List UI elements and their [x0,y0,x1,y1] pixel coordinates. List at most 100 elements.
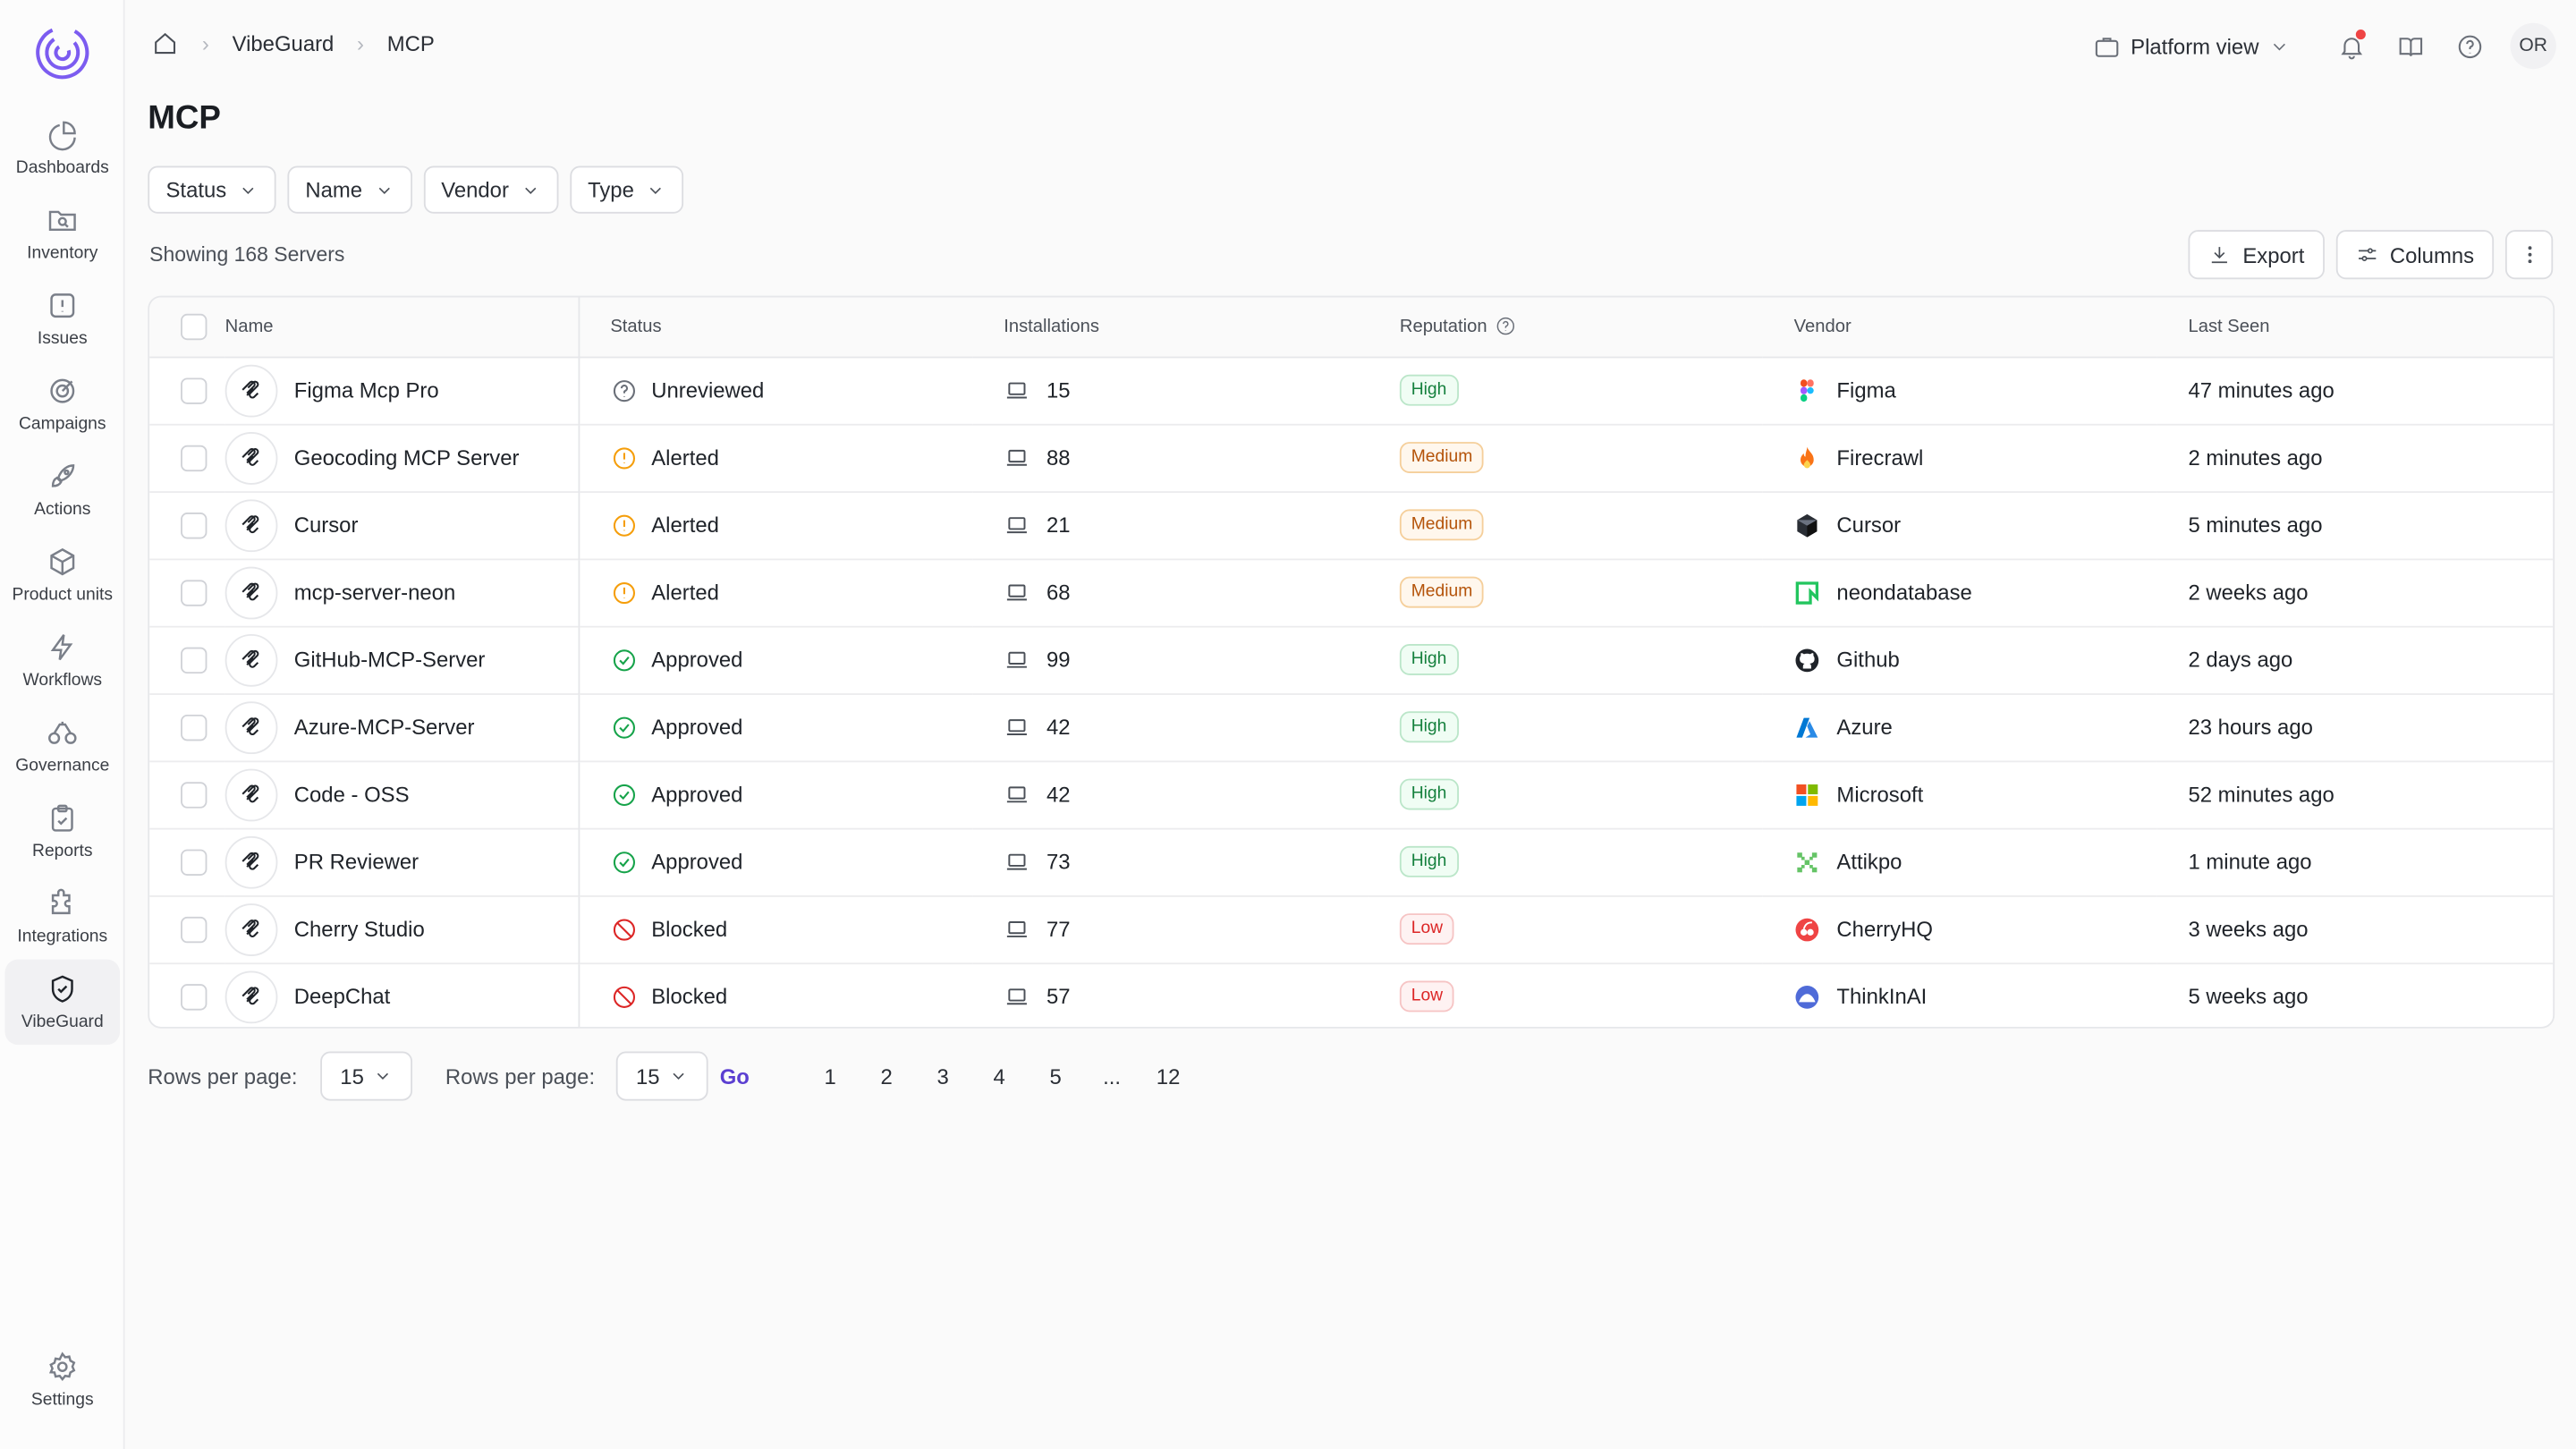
shield-check-icon [51,975,73,1003]
more-options-button[interactable] [2504,230,2554,280]
filter-type[interactable]: Type [569,165,683,214]
table-row[interactable]: DeepChat Blocked 57 Low ThinkInAI 5 week… [149,962,2553,1027]
server-name[interactable]: Code - OSS [293,782,410,807]
avatar[interactable]: OR [2510,22,2556,70]
main-content: › VibeGuard › MCP Platform view [125,0,2576,1449]
filter-vendor[interactable]: Vendor [423,165,559,214]
vendor-cell-inner: CherryHQ [1794,916,2157,942]
page-link[interactable]: 2 [880,1063,893,1089]
status-cell-inner: Alerted [610,512,972,538]
installations-count: 88 [1046,445,1071,470]
row-checkbox[interactable] [181,445,208,471]
go-button[interactable]: Go [719,1063,750,1089]
goto-page-select[interactable]: 15 [615,1051,708,1101]
table-row[interactable]: Figma Mcp Pro Unreviewed 15 High Figma 4… [149,356,2554,424]
home-icon[interactable] [151,30,179,57]
server-name[interactable]: Geocoding MCP Server [293,445,520,470]
sidebar-item-product-units[interactable]: Product units [5,532,121,618]
filter-status[interactable]: Status [148,165,276,214]
name-cell: Cherry Studio [225,895,580,963]
export-button[interactable]: Export [2188,230,2325,280]
table-row[interactable]: Azure-MCP-Server Approved 42 High Azure … [149,693,2554,761]
mcp-server-icon [225,633,278,686]
table-row[interactable]: Code - OSS Approved 42 High Microsoft 52… [149,760,2554,828]
row-checkbox[interactable] [181,512,208,539]
lightning-icon [50,634,73,661]
platform-view-dropdown[interactable]: Platform view [2093,32,2290,60]
page-link[interactable]: 3 [936,1063,949,1089]
sidebar-item-campaigns[interactable]: Campaigns [5,361,121,447]
sidebar-item-settings[interactable]: Settings [5,1337,121,1423]
rows-per-page-select[interactable]: 15 [320,1051,413,1101]
sidebar-item-reports[interactable]: Reports [5,789,121,875]
pie-chart-icon [48,121,76,151]
header-name[interactable]: Name [225,297,580,358]
status-cell: Alerted [579,491,973,558]
breadcrumb: › VibeGuard › MCP [151,30,435,57]
sidebar-item-issues[interactable]: Issues [5,276,121,362]
table-row[interactable]: Cursor Alerted 21 Medium Cursor 5 minute… [149,491,2554,559]
page-link[interactable]: 1 [824,1063,836,1089]
server-name[interactable]: PR Reviewer [293,849,419,875]
page-link[interactable]: 4 [993,1063,1005,1089]
sidebar-item-integrations[interactable]: Integrations [5,874,121,960]
select-all-checkbox[interactable] [181,313,208,340]
sidebar-item-workflows[interactable]: Workflows [5,618,121,704]
sidebar-item-label: Reports [32,841,93,861]
sidebar-item-governance[interactable]: Governance [5,703,121,789]
vendor-cell: Microsoft [1763,760,2157,827]
filter-name[interactable]: Name [287,165,412,214]
installations-cell-inner: 73 [1004,849,1368,875]
row-checkbox[interactable] [181,579,208,606]
header-last-seen[interactable]: Last Seen [2157,297,2554,358]
brand-logo-icon[interactable] [33,23,92,82]
server-name[interactable]: GitHub-MCP-Server [293,647,486,673]
help-circle-icon[interactable] [1496,316,1517,337]
sidebar-item-label: Issues [37,328,88,349]
check-circle-icon [612,783,635,806]
row-checkbox[interactable] [181,714,208,741]
row-checkbox[interactable] [181,377,208,404]
sidebar-item-dashboards[interactable]: Dashboards [5,106,121,191]
row-checkbox[interactable] [181,647,208,674]
table-row[interactable]: Geocoding MCP Server Alerted 88 Medium F… [149,423,2554,492]
vendor-logo-icon [1794,445,1820,470]
server-name[interactable]: Cherry Studio [293,916,425,942]
header-reputation[interactable]: Reputation [1368,297,1763,358]
page-link[interactable]: 5 [1049,1063,1062,1089]
sidebar-item-vibeguard[interactable]: VibeGuard [4,959,121,1046]
name-cell: mcp-server-neon [225,558,580,626]
reputation-badge: Medium [1399,442,1485,473]
installations-cell-inner: 99 [1004,647,1368,673]
server-name[interactable]: Azure-MCP-Server [293,714,475,740]
name-cell-inner: Cherry Studio [225,902,578,956]
mcp-server-icon [225,902,278,956]
page-link[interactable]: 12 [1156,1063,1181,1089]
table-row[interactable]: PR Reviewer Approved 73 High Attikpo 1 m… [149,827,2554,896]
server-name[interactable]: Figma Mcp Pro [293,377,439,402]
notifications-button[interactable] [2333,28,2368,64]
sidebar-item-actions[interactable]: Actions [5,447,121,533]
server-name[interactable]: mcp-server-neon [293,580,456,605]
header-installations[interactable]: Installations [972,297,1368,358]
header-status[interactable]: Status [578,297,973,358]
row-checkbox[interactable] [181,849,208,876]
help-button[interactable] [2451,28,2487,64]
table-row[interactable]: mcp-server-neon Alerted 68 Medium neonda… [149,558,2554,626]
sidebar-item-inventory[interactable]: Inventory [5,191,121,276]
table-row[interactable]: Cherry Studio Blocked 77 Low CherryHQ 3 … [149,895,2554,963]
columns-button[interactable]: Columns [2335,230,2495,280]
vendor-cell: ThinkInAI [1763,962,2157,1027]
row-checkbox[interactable] [181,916,208,943]
columns-label: Columns [2389,242,2475,267]
vendor-logo-icon [1794,984,1820,1010]
server-name[interactable]: Cursor [293,513,359,538]
row-checkbox[interactable] [181,984,208,1011]
server-name[interactable]: DeepChat [293,984,391,1010]
docs-button[interactable] [2392,28,2428,64]
table-row[interactable]: GitHub-MCP-Server Approved 99 High Githu… [149,625,2554,694]
gear-icon [48,1352,76,1382]
row-checkbox[interactable] [181,781,208,809]
header-vendor[interactable]: Vendor [1762,297,2157,358]
breadcrumb-item-vibeguard[interactable]: VibeGuard [232,30,335,56]
